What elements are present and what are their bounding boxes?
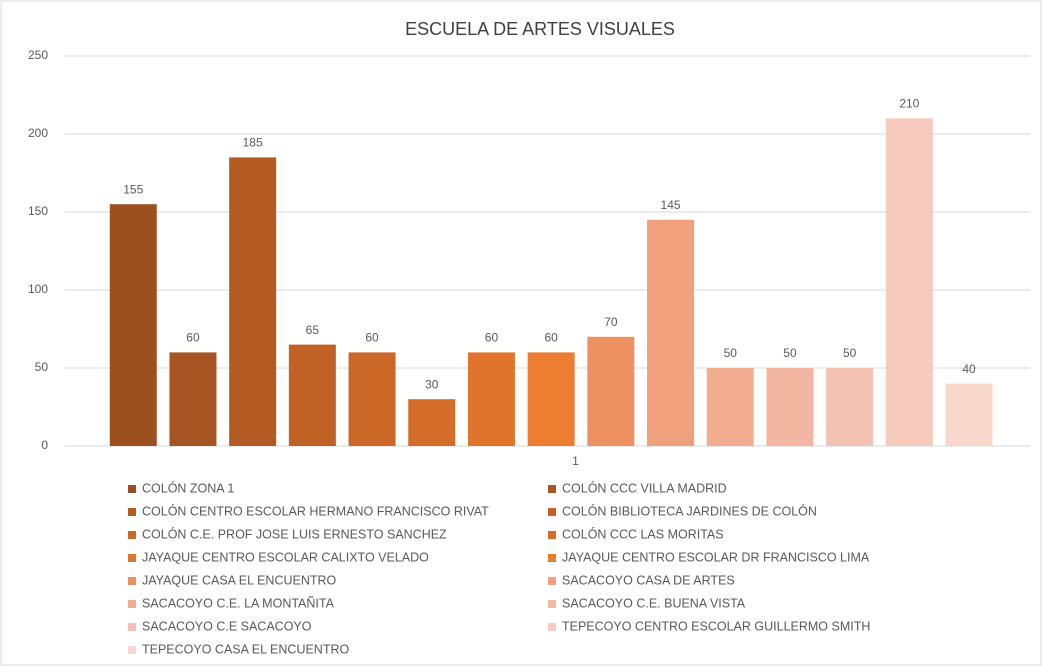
bar (229, 157, 277, 446)
bar (169, 352, 217, 446)
data-label: 65 (306, 323, 320, 337)
bar (885, 118, 933, 447)
y-tick-label: 200 (28, 126, 48, 140)
data-label: 185 (243, 136, 263, 150)
data-label: 70 (604, 315, 618, 329)
bar (109, 204, 157, 446)
bar (766, 368, 814, 446)
legend-swatch (128, 508, 136, 516)
legend-label: COLÓN CCC VILLA MADRID (562, 480, 727, 495)
bar (647, 219, 695, 446)
y-tick-label: 100 (28, 282, 48, 296)
legend-swatch (548, 531, 556, 539)
data-label: 60 (485, 331, 499, 345)
legend-label: JAYAQUE CENTRO ESCOLAR DR FRANCISCO LIMA (562, 550, 870, 564)
legend-swatch (128, 531, 136, 539)
legend-swatch (548, 623, 556, 631)
data-label: 155 (123, 182, 143, 196)
legend-swatch (128, 554, 136, 562)
legend-swatch (128, 646, 136, 654)
bar (587, 336, 635, 446)
data-label: 50 (724, 346, 738, 360)
y-tick-label: 250 (28, 48, 48, 62)
legend-label: COLÓN ZONA 1 (142, 480, 234, 495)
y-tick-label: 50 (35, 360, 49, 374)
bar (826, 368, 874, 446)
data-label: 50 (783, 346, 797, 360)
data-label: 50 (843, 346, 857, 360)
legend-label: SACACOYO CASA DE ARTES (562, 573, 735, 587)
legend-label: COLÓN BIBLIOTECA JARDINES DE COLÓN (562, 503, 817, 518)
legend-label: SACACOYO C.E SACACOYO (142, 619, 312, 633)
legend-label: SACACOYO C.E. LA MONTAÑITA (142, 596, 335, 610)
legend-swatch (128, 623, 136, 631)
legend-label: JAYAQUE CASA EL ENCUENTRO (142, 573, 337, 587)
chart-title: ESCUELA DE ARTES VISUALES (405, 19, 675, 39)
legend-swatch (128, 485, 136, 493)
legend-swatch (548, 554, 556, 562)
bar (527, 352, 575, 446)
legend-swatch (548, 508, 556, 516)
bar (348, 352, 396, 446)
x-tick-label: 1 (572, 454, 579, 468)
bar (288, 344, 336, 446)
data-label: 30 (425, 377, 439, 391)
legend-label: COLÓN C.E. PROF JOSE LUIS ERNESTO SANCHE… (142, 526, 447, 541)
y-tick-label: 150 (28, 204, 48, 218)
bar (467, 352, 515, 446)
data-label: 210 (899, 97, 919, 111)
data-label: 60 (186, 331, 200, 345)
legend-label: TEPECOYO CASA EL ENCUENTRO (142, 642, 349, 656)
legend-swatch (548, 600, 556, 608)
legend-swatch (548, 577, 556, 585)
bar (408, 399, 456, 446)
legend-label: COLÓN CENTRO ESCOLAR HERMANO FRANCISCO R… (142, 503, 489, 518)
bar (706, 368, 754, 446)
data-label: 40 (962, 362, 976, 376)
legend-label: SACACOYO C.E. BUENA VISTA (562, 596, 746, 610)
legend-label: JAYAQUE CENTRO ESCOLAR CALIXTO VELADO (142, 550, 429, 564)
legend-label: COLÓN CCC LAS MORITAS (562, 526, 724, 541)
data-label: 60 (365, 331, 379, 345)
legend-swatch (128, 600, 136, 608)
data-label: 60 (544, 331, 558, 345)
data-label: 145 (661, 198, 681, 212)
y-tick-label: 0 (41, 438, 48, 452)
legend-swatch (128, 577, 136, 585)
legend-label: TEPECOYO CENTRO ESCOLAR GUILLERMO SMITH (562, 619, 870, 633)
bar (945, 383, 993, 446)
legend-swatch (548, 485, 556, 493)
